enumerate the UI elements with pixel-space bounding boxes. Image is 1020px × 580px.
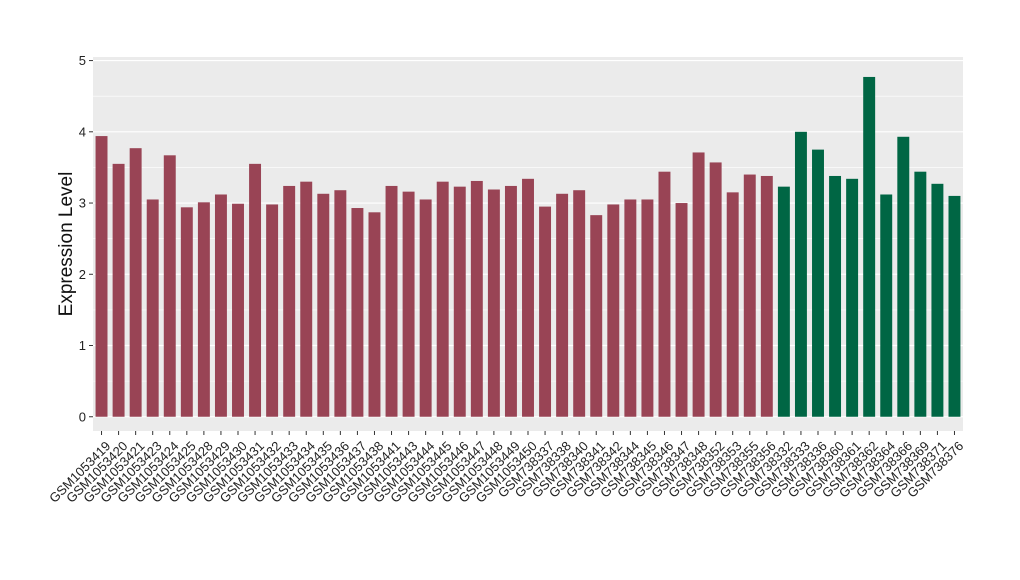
bar-GSM1053424 xyxy=(163,155,176,417)
bar-GSM738376 xyxy=(948,195,961,417)
x-axis: GSM1053419GSM1053420GSM1053421GSM1053423… xyxy=(46,431,966,506)
bar-GSM738332 xyxy=(777,186,790,417)
bar-GSM738344 xyxy=(624,199,637,417)
bar-GSM1053436 xyxy=(334,190,347,417)
y-tick-label: 2 xyxy=(79,267,86,282)
bar-GSM1053438 xyxy=(368,212,381,417)
bar-GSM738342 xyxy=(607,204,620,417)
bar-GSM1053419 xyxy=(95,136,108,417)
bar-GSM738347 xyxy=(675,203,688,417)
bar-GSM1053448 xyxy=(487,189,500,417)
bar-GSM738337 xyxy=(539,206,552,417)
bar-GSM738340 xyxy=(573,190,586,417)
y-tick-label: 1 xyxy=(79,338,86,353)
bar-GSM738356 xyxy=(760,175,773,417)
bar-GSM1053430 xyxy=(232,203,244,417)
bar-GSM1053441 xyxy=(385,185,398,417)
bar-GSM1053433 xyxy=(283,185,296,417)
bar-GSM738352 xyxy=(709,162,722,417)
bar-series xyxy=(95,76,961,417)
bar-GSM738360 xyxy=(829,175,842,417)
bar-GSM738366 xyxy=(897,136,910,417)
bar-GSM1053423 xyxy=(146,199,159,417)
bar-GSM738338 xyxy=(556,193,569,417)
bar-GSM738353 xyxy=(726,192,739,417)
bar-GSM1053449 xyxy=(504,185,517,417)
bar-GSM738364 xyxy=(880,194,893,417)
bar-GSM738346 xyxy=(658,171,671,417)
bar-GSM1053421 xyxy=(129,148,142,417)
bar-GSM1053431 xyxy=(249,163,262,417)
bar-GSM738362 xyxy=(863,76,876,417)
bar-GSM1053437 xyxy=(351,208,364,417)
y-axis: 0 1 2 3 4 5 xyxy=(79,53,93,424)
y-tick-label: 3 xyxy=(79,196,86,211)
bar-GSM738333 xyxy=(794,131,807,417)
bar-GSM738341 xyxy=(590,215,603,417)
bar-GSM738336 xyxy=(812,149,824,417)
bar-GSM1053434 xyxy=(300,181,313,417)
bar-GSM1053447 xyxy=(470,180,483,417)
bar-GSM1053446 xyxy=(453,186,466,417)
y-tick-label: 4 xyxy=(79,124,86,139)
bar-GSM1053450 xyxy=(522,178,534,417)
y-tick-label: 5 xyxy=(79,53,86,68)
y-tick-label: 0 xyxy=(79,409,86,424)
bar-GSM1053420 xyxy=(112,163,125,417)
bar-GSM1053435 xyxy=(317,193,330,417)
bar-GSM1053425 xyxy=(180,207,193,417)
bar-GSM1053445 xyxy=(436,181,449,417)
bar-GSM1053429 xyxy=(214,194,227,417)
bar-GSM738361 xyxy=(846,178,859,417)
bar-GSM738345 xyxy=(641,199,654,417)
bar-GSM1053444 xyxy=(419,199,432,417)
bar-GSM738371 xyxy=(931,183,944,417)
bar-GSM738369 xyxy=(914,171,927,417)
bar-GSM1053443 xyxy=(402,191,415,417)
y-axis-title: Expression Level xyxy=(56,172,77,317)
bar-GSM738348 xyxy=(692,152,705,417)
bar-GSM1053432 xyxy=(266,204,279,417)
bar-GSM1053428 xyxy=(197,202,210,417)
bar-GSM738355 xyxy=(743,174,756,417)
